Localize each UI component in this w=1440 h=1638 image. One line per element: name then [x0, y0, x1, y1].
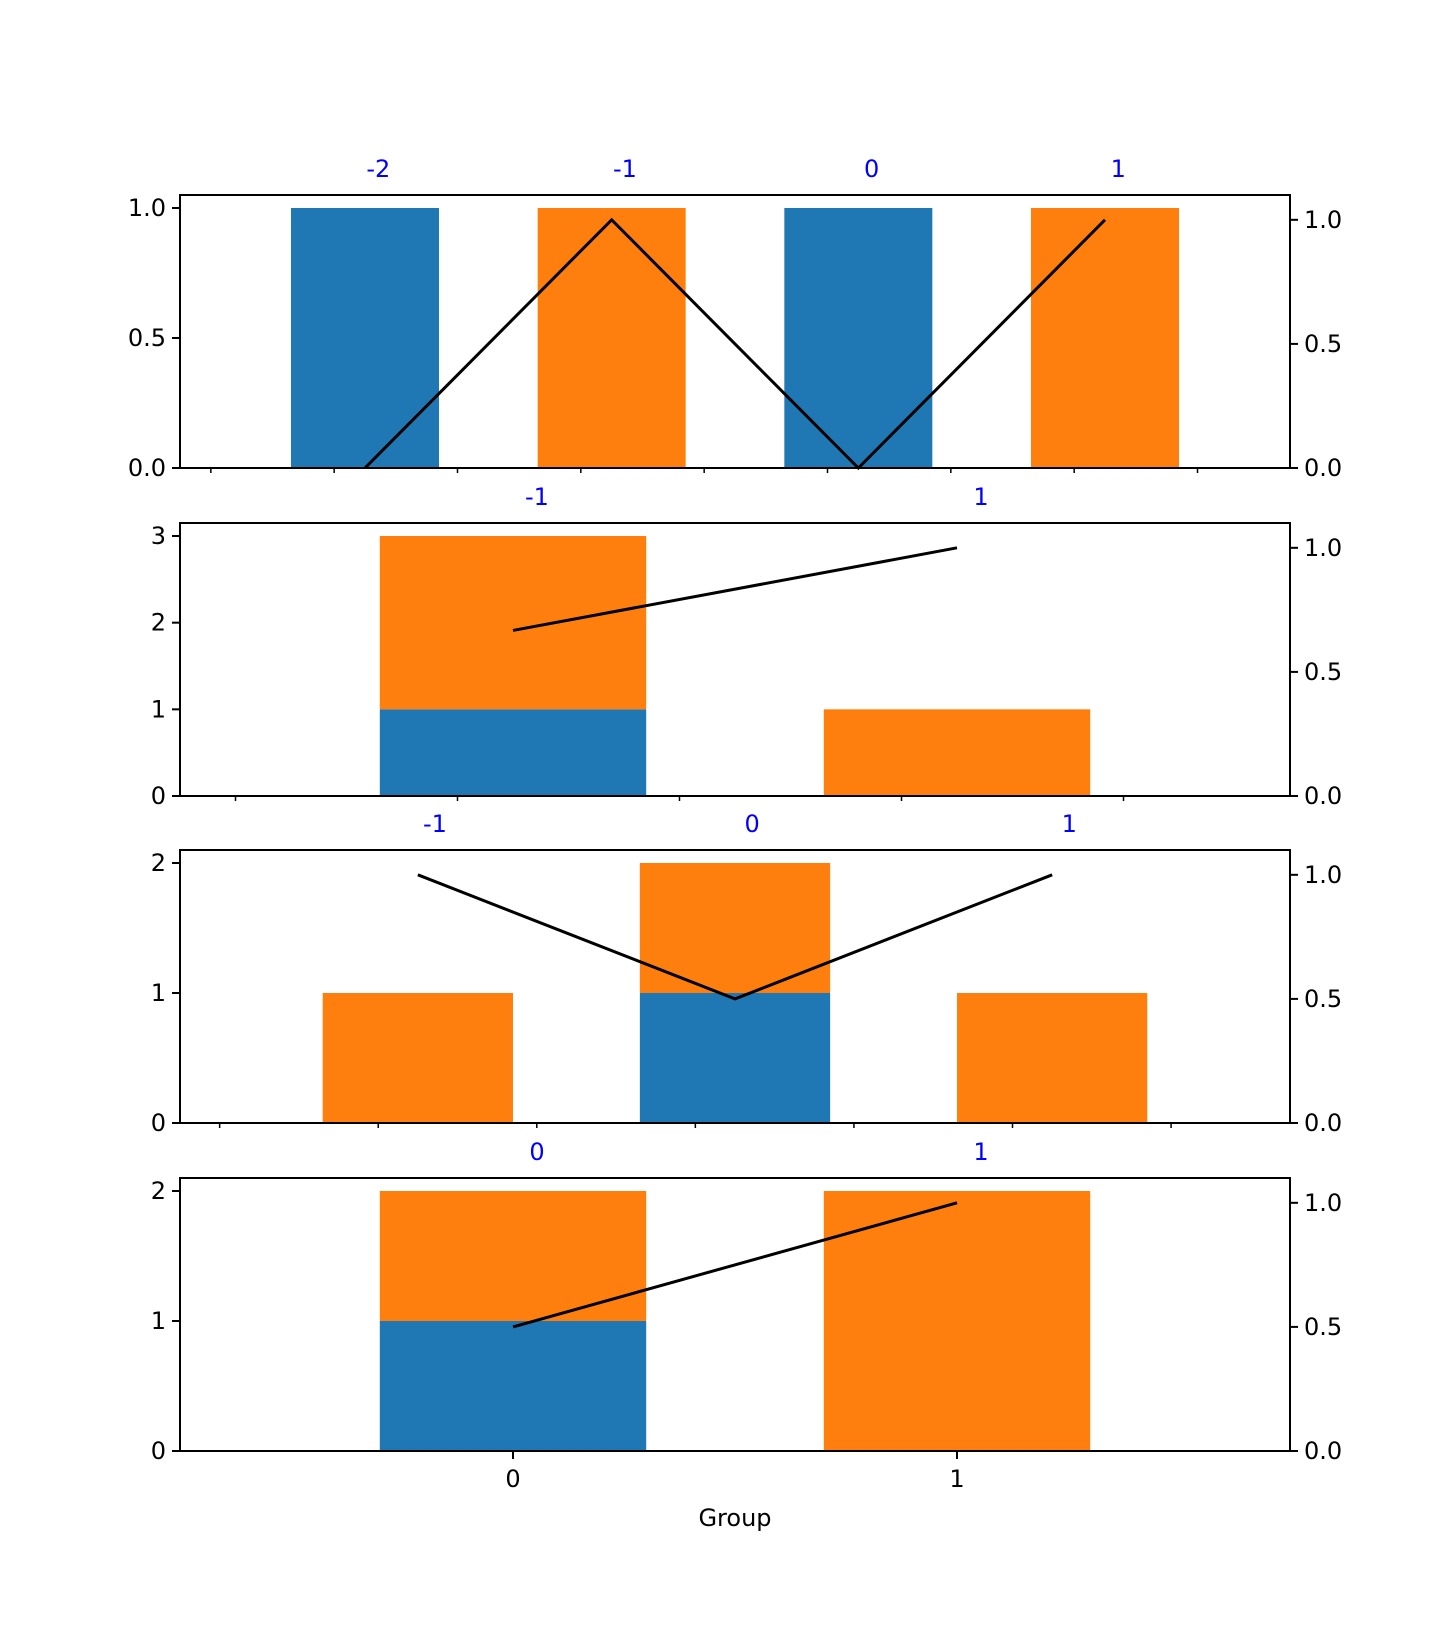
y-right-tick-label: 0.5: [1304, 330, 1342, 358]
category-label--1: -1: [525, 483, 549, 511]
bar-b-0: [379, 1191, 647, 1321]
y-right-tick-label: 1.0: [1304, 861, 1342, 889]
y-tick-label: 0: [151, 1437, 166, 1465]
bar-a-0: [639, 993, 831, 1123]
category-label-1: 1: [1062, 810, 1077, 838]
x-tick-label: 0: [505, 1465, 520, 1493]
bar-a--2: [291, 208, 439, 468]
panel-4: 0 1 2 0.0 0.5 1.0 0 1 0 1 Group: [151, 1138, 1342, 1532]
category-label--2: -2: [366, 155, 390, 183]
category-label-1: 1: [973, 483, 988, 511]
x-axis-title: Group: [698, 1504, 771, 1532]
axes-frame: [179, 1177, 1291, 1452]
bar-b-1: [1031, 208, 1179, 468]
y-tick-label: 1.0: [128, 194, 166, 222]
y-tick-label: 0: [151, 782, 166, 810]
y-right-tick-label: 0.5: [1304, 1313, 1342, 1341]
y-right-tick-label: 1.0: [1304, 1189, 1342, 1217]
bar-b-1: [823, 709, 1091, 796]
panel-1: 0.0 0.5 1.0 0.0 0.5 1.0 -2 -1 0 1: [128, 155, 1342, 482]
y-tick-label: 2: [151, 609, 166, 637]
y-right-tick-label: 0.5: [1304, 985, 1342, 1013]
y-tick-label: 0.0: [128, 454, 166, 482]
category-label-0: 0: [529, 1138, 544, 1166]
y-tick-label: 1: [151, 695, 166, 723]
x-tick-label: 1: [949, 1465, 964, 1493]
bar-b-1: [823, 1191, 1091, 1451]
category-label--1: -1: [423, 810, 447, 838]
axes-frame: [179, 194, 1291, 469]
y-right-tick-label: 1.0: [1304, 534, 1342, 562]
category-label-0: 0: [744, 810, 759, 838]
line-series: [512, 546, 958, 632]
category-label-0: 0: [864, 155, 879, 183]
y-right-tick-label: 0.5: [1304, 658, 1342, 686]
bar-a-0: [379, 1321, 647, 1451]
line-series: [363, 217, 1107, 471]
line-series: [417, 873, 1053, 1001]
bar-b--1: [537, 208, 686, 468]
category-label-1: 1: [1111, 155, 1126, 183]
bar-b-1: [957, 993, 1148, 1123]
bar-b--1: [379, 536, 647, 710]
y-right-tick-label: 0.0: [1304, 454, 1342, 482]
y-right-tick-label: 0.0: [1304, 782, 1342, 810]
y-tick-label: 0: [151, 1109, 166, 1137]
panel-3: 0 1 2 0.0 0.5 1.0 -1 0 1: [151, 810, 1342, 1137]
axes-frame: [179, 849, 1291, 1124]
y-right-tick-label: 1.0: [1304, 206, 1342, 234]
bar-a--1: [379, 709, 647, 796]
bar-a-0: [784, 208, 933, 468]
y-tick-label: 1: [151, 979, 166, 1007]
y-tick-label: 2: [151, 1177, 166, 1205]
y-right-tick-label: 0.0: [1304, 1109, 1342, 1137]
y-tick-label: 3: [151, 522, 166, 550]
panel-2: 0 1 2 3 0.0 0.5 1.0 -1 1: [151, 483, 1342, 810]
y-right-tick-label: 0.0: [1304, 1437, 1342, 1465]
y-tick-label: 1: [151, 1307, 166, 1335]
category-label-1: 1: [973, 1138, 988, 1166]
line-series: [512, 1201, 958, 1329]
y-tick-label: 2: [151, 849, 166, 877]
y-tick-label: 0.5: [128, 324, 166, 352]
axes-frame: [179, 522, 1291, 797]
bar-b--1: [322, 993, 513, 1123]
category-label--1: -1: [613, 155, 637, 183]
bar-b-0: [639, 863, 831, 993]
